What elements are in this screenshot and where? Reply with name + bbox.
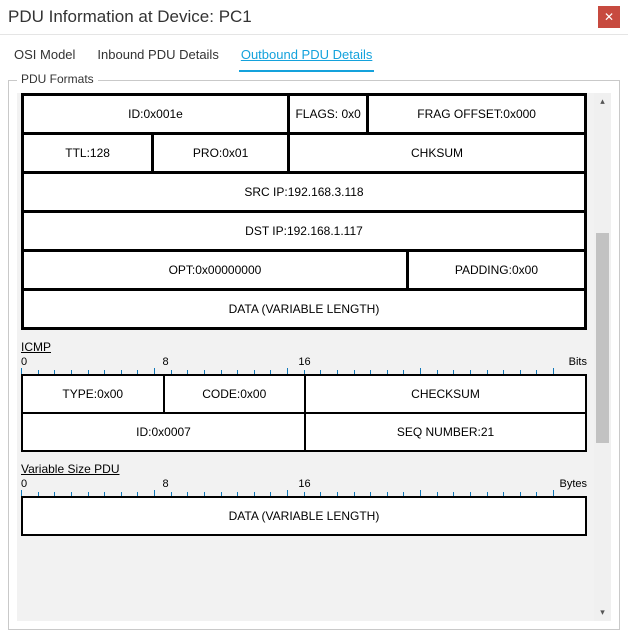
scroll-down-button[interactable]: ▾ [594,604,611,621]
scroll-up-button[interactable]: ▴ [594,93,611,110]
cell-ip-flags: FLAGS: 0x0 [287,96,366,132]
ruler-unit-bytes: Bytes [559,478,587,490]
close-icon: ✕ [604,10,614,24]
cell-icmp-seq: SEQ NUMBER:21 [304,414,587,450]
cell-varpdu-data: DATA (VARIABLE LENGTH) [21,498,587,534]
scroll-area: ID:0x001e FLAGS: 0x0 FRAG OFFSET:0x000 T… [17,93,611,621]
icmp-ruler: 0 8 16 Bits [21,356,587,374]
icmp-table: TYPE:0x00 CODE:0x00 CHECKSUM ID:0x0007 S… [21,374,587,452]
ruler-0: 0 [21,356,27,368]
pdu-formats-group: PDU Formats ID:0x001e FLAGS: 0x0 FRAG OF… [8,80,620,630]
cell-ip-padding: PADDING:0x00 [406,252,587,288]
varpdu-label: Variable Size PDU [21,462,587,476]
chevron-up-icon: ▴ [600,96,605,107]
ip-header-table: ID:0x001e FLAGS: 0x0 FRAG OFFSET:0x000 T… [21,93,587,330]
tab-inbound-pdu[interactable]: Inbound PDU Details [95,41,220,72]
ruler-16: 16 [298,356,310,368]
varpdu-table: DATA (VARIABLE LENGTH) [21,496,587,536]
ruler-unit-bits: Bits [569,356,587,368]
varpdu-ruler: 0 8 16 Bytes [21,478,587,496]
cell-ip-frag-offset: FRAG OFFSET:0x000 [366,96,587,132]
cell-ip-src: SRC IP:192.168.3.118 [21,174,587,210]
ruler2-0: 0 [21,478,27,490]
chevron-down-icon: ▾ [600,607,605,618]
cell-ip-dst: DST IP:192.168.1.117 [21,213,587,249]
ruler2-8: 8 [163,478,169,490]
cell-icmp-type: TYPE:0x00 [21,376,163,412]
scroll-thumb[interactable] [596,233,609,443]
cell-ip-ttl: TTL:128 [21,135,151,171]
cell-ip-opt: OPT:0x00000000 [21,252,406,288]
titlebar: PDU Information at Device: PC1 ✕ [0,0,628,35]
group-label: PDU Formats [17,72,98,86]
cell-icmp-code: CODE:0x00 [163,376,305,412]
tab-osi-model[interactable]: OSI Model [12,41,77,72]
window-title: PDU Information at Device: PC1 [8,7,252,27]
ruler-8: 8 [163,356,169,368]
tabs: OSI Model Inbound PDU Details Outbound P… [0,35,628,72]
cell-icmp-id: ID:0x0007 [21,414,304,450]
cell-ip-data: DATA (VARIABLE LENGTH) [21,291,587,327]
vertical-scrollbar[interactable]: ▴ ▾ [594,93,611,621]
cell-icmp-checksum: CHECKSUM [304,376,587,412]
ruler2-16: 16 [298,478,310,490]
tab-outbound-pdu[interactable]: Outbound PDU Details [239,41,375,72]
icmp-label: ICMP [21,340,587,354]
cell-ip-chksum: CHKSUM [287,135,587,171]
cell-ip-protocol: PRO:0x01 [151,135,287,171]
cell-ip-id: ID:0x001e [21,96,287,132]
close-button[interactable]: ✕ [598,6,620,28]
